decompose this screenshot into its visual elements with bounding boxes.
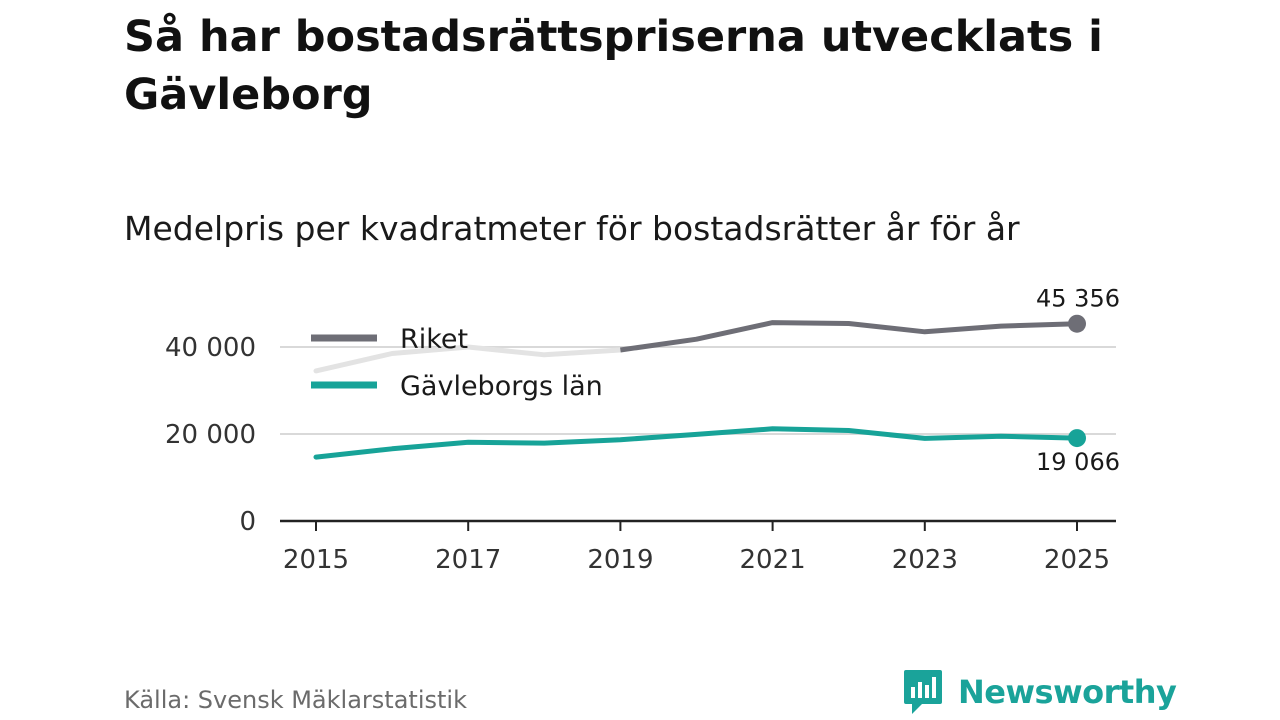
end-label-gavleborg: 19 066 xyxy=(1036,448,1120,476)
x-tick-label: 2017 xyxy=(435,545,501,575)
x-tick-label: 2025 xyxy=(1044,545,1110,575)
legend-label-riket: Riket xyxy=(400,324,468,355)
y-tick-label: 40 000 xyxy=(165,333,256,363)
series-line-riket xyxy=(620,320,1078,353)
end-point-riket xyxy=(1068,314,1086,333)
y-tick-label: 20 000 xyxy=(165,420,256,450)
source-note: Källa: Svensk Mäklarstatistik xyxy=(124,686,467,714)
x-tick-label: 2019 xyxy=(587,545,653,575)
series-line-riket-faded xyxy=(313,344,623,374)
chart-title: Så har bostadsrättspriserna utvecklats i… xyxy=(124,12,1103,120)
legend-label-gavleborg: Gävleborgs län xyxy=(400,371,603,402)
x-tick-label: 2021 xyxy=(740,545,806,575)
end-point-gavleborg xyxy=(1068,429,1086,448)
brand-name: Newsworthy xyxy=(958,673,1177,711)
chart-subtitle: Medelpris per kvadratmeter för bostadsrä… xyxy=(124,209,1020,248)
x-tick-label: 2023 xyxy=(892,545,958,575)
x-tick-label: 2015 xyxy=(283,545,349,575)
end-label-riket: 45 356 xyxy=(1036,285,1120,313)
newsworthy-logo-icon xyxy=(904,670,942,714)
series-line-gavleborg xyxy=(313,426,1080,460)
brand-logo: Newsworthy xyxy=(902,668,1177,716)
y-tick-label: 0 xyxy=(239,507,256,537)
